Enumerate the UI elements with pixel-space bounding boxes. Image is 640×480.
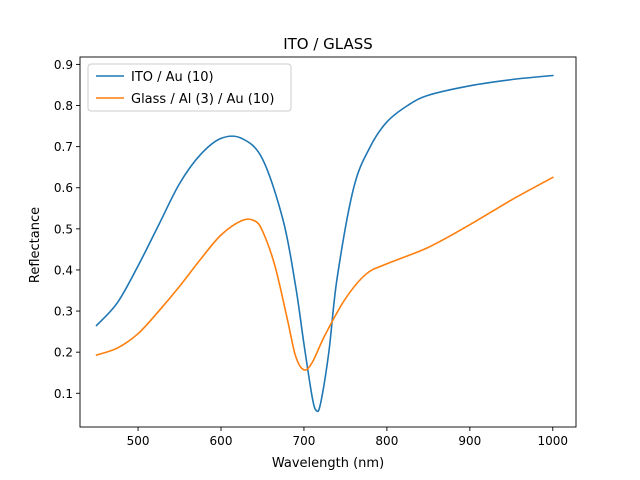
y-tick-label: 0.9: [54, 58, 73, 72]
x-tick-label: 500: [127, 434, 150, 448]
y-axis-label: Reflectance: [28, 207, 43, 283]
series-line-1: [95, 74, 554, 413]
x-tick-label: 700: [292, 434, 315, 448]
chart-title: ITO / GLASS: [283, 35, 373, 53]
x-tick-label: 900: [458, 434, 481, 448]
plot-area: 500 600 700 800 900 1000 0.1 0.2 0.3 0.4 0.5 0.6 0.7…: [54, 56, 577, 448]
legend-label-1: ITO / Au (10): [131, 70, 214, 85]
x-tick-label: 600: [210, 434, 233, 448]
y-tick-label: 0.4: [54, 263, 73, 277]
y-tick-label: 0.8: [54, 99, 73, 113]
legend-label-2: Glass / Al (3) / Au (10): [131, 92, 275, 107]
y-tick-label: 0.6: [54, 181, 73, 195]
y-tick-label: 0.7: [54, 140, 73, 154]
y-tick-label: 0.3: [54, 305, 73, 319]
series-line-2: [95, 176, 554, 371]
x-tick-label: 1000: [538, 434, 569, 448]
legend: ITO / Au (10) Glass / Al (3) / Au (10): [87, 63, 292, 112]
legend-box: [87, 63, 292, 112]
y-tick-label: 0.5: [54, 222, 73, 236]
y-tick-label: 0.2: [54, 346, 73, 360]
axes-frame: [79, 56, 577, 428]
x-axis-label: Wavelength (nm): [272, 456, 384, 471]
y-tick-label: 0.1: [54, 387, 73, 401]
x-tick-label: 800: [375, 434, 398, 448]
